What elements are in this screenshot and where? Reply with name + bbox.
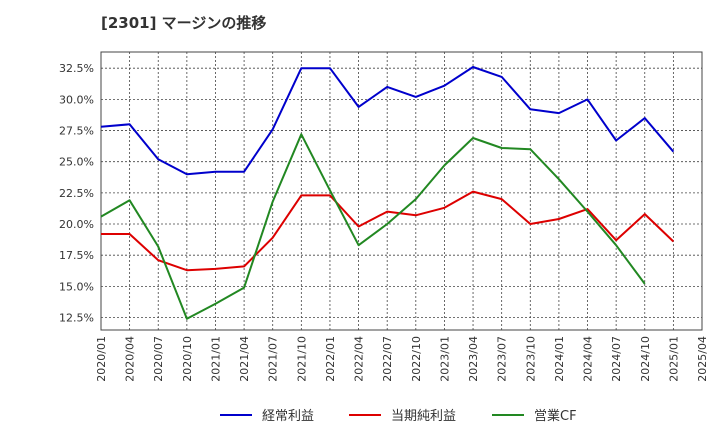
legend-label: 当期純利益 [391,409,456,424]
y-tick-label: 20.0% [59,218,94,231]
y-tick-label: 27.5% [59,125,94,138]
x-tick-label: 2022/01 [324,336,337,382]
x-tick-label: 2023/01 [438,336,451,382]
x-tick-label: 2020/10 [181,336,194,382]
x-tick-label: 2025/04 [696,336,709,382]
x-tick-label: 2025/01 [667,336,680,382]
y-tick-label: 32.5% [59,62,94,75]
x-tick-label: 2020/01 [95,336,108,382]
legend-label: 営業CF [534,408,577,424]
x-tick-label: 2024/01 [553,336,566,382]
series-line-3 [100,133,646,320]
plot-frame [100,51,703,331]
series-line-1 [100,66,675,176]
chart-title: [2301] マージンの推移 [101,14,267,32]
x-tick-label: 2020/07 [152,336,165,382]
y-tick-label: 17.5% [59,249,94,262]
y-tick-label: 15.0% [59,280,94,293]
x-tick-label: 2021/07 [267,336,280,382]
y-tick-label: 12.5% [59,312,94,325]
x-tick-label: 2024/10 [639,336,652,382]
x-tick-label: 2021/01 [209,336,222,382]
x-tick-label: 2021/10 [295,336,308,382]
y-tick-label: 30.0% [59,93,94,106]
x-tick-label: 2024/04 [582,336,595,382]
series-line-2 [101,190,675,272]
x-tick-label: 2022/04 [353,336,366,382]
x-tick-label: 2022/07 [381,336,394,382]
x-tick-label: 2021/04 [238,336,251,382]
x-tick-label: 2024/07 [610,336,623,382]
x-tick-label: 2023/07 [496,336,509,382]
x-tick-label: 2023/04 [467,336,480,382]
y-tick-label: 25.0% [59,156,94,169]
legend-label: 経常利益 [262,409,314,424]
x-tick-label: 2023/10 [524,336,537,382]
x-tick-label: 2022/10 [410,336,423,382]
y-tick-label: 22.5% [59,187,94,200]
x-tick-label: 2020/04 [124,336,137,382]
